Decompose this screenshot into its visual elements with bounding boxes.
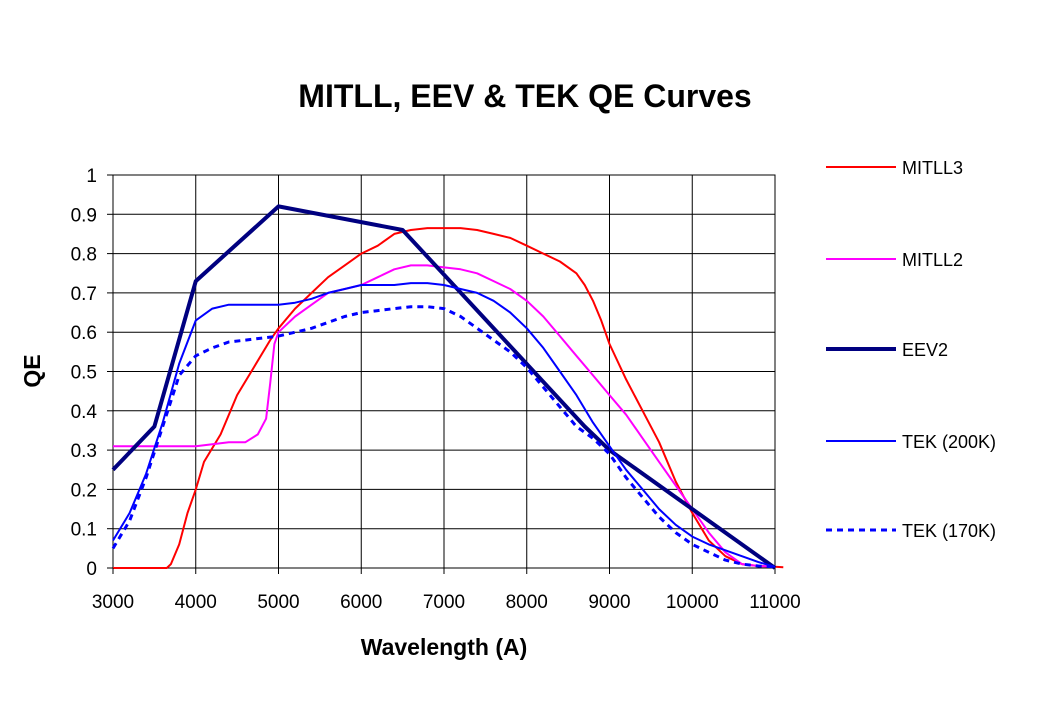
legend-label-tek-170k: TEK (170K) xyxy=(902,521,996,541)
x-tick-label-5: 8000 xyxy=(506,592,548,613)
y-tick-label-10: 1 xyxy=(86,166,97,187)
y-tick-label-2: 0.2 xyxy=(71,480,97,501)
legend-label-tek-200k: TEK (200K) xyxy=(902,432,996,452)
series-line-mitll3 xyxy=(113,227,784,569)
y-tick-label-4: 0.4 xyxy=(71,402,98,423)
series-line-tek-200k xyxy=(112,282,776,568)
y-tick-label-5: 0.5 xyxy=(71,363,97,384)
legend-label-mitll2: MITLL2 xyxy=(902,250,963,270)
y-tick-label-0: 0 xyxy=(86,559,97,580)
legend: MITLL3 MITLL2 EEV2 TEK (200K) TEK (170K) xyxy=(826,158,996,541)
x-tick-label-7: 10000 xyxy=(666,592,719,613)
legend-item-tek-200k: TEK (200K) xyxy=(826,432,996,452)
series-line-tek-170k xyxy=(111,305,776,569)
x-tick-label-4: 7000 xyxy=(423,592,465,613)
y-tick-label-9: 0.9 xyxy=(71,205,97,226)
x-tick-label-0: 3000 xyxy=(92,592,134,613)
x-tick-label-6: 9000 xyxy=(588,592,630,613)
legend-item-tek-170k: TEK (170K) xyxy=(826,521,996,541)
y-axis-ticks: 0 0.1 0.2 0.3 0.4 0.5 0.6 0.7 0.8 0.9 1 xyxy=(71,166,113,580)
series-line-eev2 xyxy=(111,204,777,570)
y-tick-label-8: 0.8 xyxy=(71,245,97,266)
x-tick-label-3: 6000 xyxy=(340,592,382,613)
y-tick-label-3: 0.3 xyxy=(71,441,97,462)
y-tick-label-7: 0.7 xyxy=(71,284,97,305)
x-tick-label-1: 4000 xyxy=(175,592,217,613)
y-tick-label-6: 0.6 xyxy=(71,323,97,344)
chart-title: MITLL, EEV & TEK QE Curves xyxy=(298,78,751,114)
legend-label-eev2: EEV2 xyxy=(902,340,948,360)
legend-item-mitll2: MITLL2 xyxy=(826,250,963,270)
x-axis-ticks: 3000 4000 5000 6000 7000 8000 9000 10000 11000 xyxy=(92,568,801,613)
legend-item-eev2: EEV2 xyxy=(826,340,948,360)
x-tick-label-8: 11000 xyxy=(749,592,800,613)
legend-label-mitll3: MITLL3 xyxy=(902,158,963,178)
x-tick-label-2: 5000 xyxy=(257,592,299,613)
series-layer xyxy=(111,204,784,570)
series-line-mitll2 xyxy=(113,264,776,568)
legend-item-mitll3: MITLL3 xyxy=(826,158,963,178)
x-axis-label: Wavelength (A) xyxy=(361,634,528,660)
y-axis-label: QE xyxy=(19,354,45,387)
y-tick-label-1: 0.1 xyxy=(71,520,97,541)
